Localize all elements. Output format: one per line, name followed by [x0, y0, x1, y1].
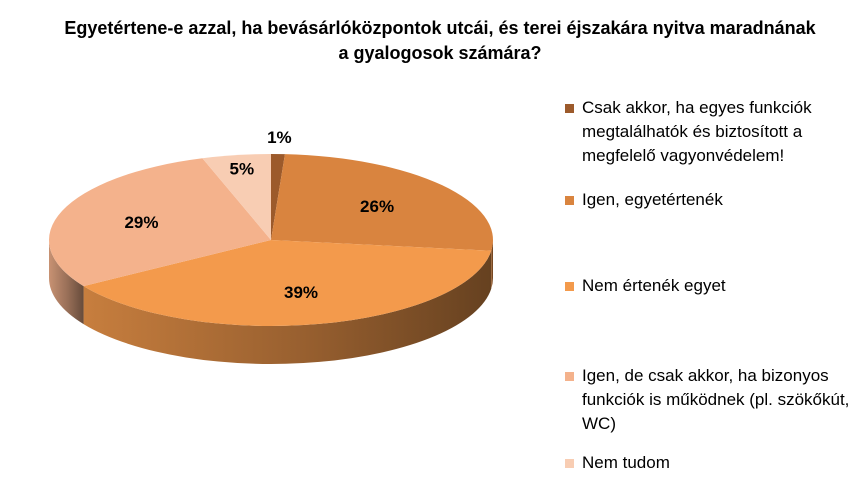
legend-item-2: Nem értenék egyet [565, 274, 855, 298]
legend-item-4: Nem tudom [565, 451, 855, 475]
legend-label-1: Igen, egyetértenék [582, 190, 723, 209]
pie-slice-3 [48, 158, 271, 287]
legend-item-3: Igen, de csak akkor, ha bizonyos funkció… [565, 364, 855, 436]
pie-side-1 [491, 240, 493, 289]
pie-side-3 [49, 240, 84, 325]
pie-slice-1 [271, 154, 494, 251]
legend-swatch-1 [565, 196, 574, 205]
data-label-4: 5% [230, 160, 255, 179]
legend-label-0: Csak akkor, ha egyes funkciók megtalálha… [582, 98, 812, 165]
pie-slice-0 [271, 154, 285, 240]
legend-item-1: Igen, egyetértenék [565, 188, 855, 212]
pie-slice-2 [83, 240, 492, 326]
legend-label-3: Igen, de csak akkor, ha bizonyos funkció… [582, 366, 850, 433]
chart-title: Egyetértene-e azzal, ha bevásárlóközpont… [64, 18, 816, 63]
legend-label-4: Nem tudom [582, 453, 670, 472]
data-label-2: 39% [284, 283, 318, 302]
legend-swatch-3 [565, 372, 574, 381]
legend-swatch-2 [565, 282, 574, 291]
legend-swatch-0 [565, 104, 574, 113]
legend-swatch-4 [565, 459, 574, 468]
data-label-1: 26% [360, 197, 394, 216]
data-label-3: 29% [124, 213, 158, 232]
data-label-0: 1% [267, 128, 292, 147]
legend-label-2: Nem értenék egyet [582, 276, 726, 295]
legend-item-0: Csak akkor, ha egyes funkciók megtalálha… [565, 96, 855, 168]
pie-side-2 [83, 250, 492, 364]
pie-slice-4 [202, 154, 271, 240]
